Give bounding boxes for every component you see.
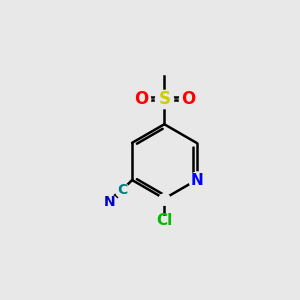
Text: N: N bbox=[190, 172, 203, 188]
Text: S: S bbox=[158, 89, 170, 107]
Text: C: C bbox=[117, 183, 127, 197]
Text: O: O bbox=[134, 89, 148, 107]
Text: O: O bbox=[181, 89, 195, 107]
Text: N: N bbox=[104, 195, 116, 209]
Text: Cl: Cl bbox=[156, 214, 172, 229]
